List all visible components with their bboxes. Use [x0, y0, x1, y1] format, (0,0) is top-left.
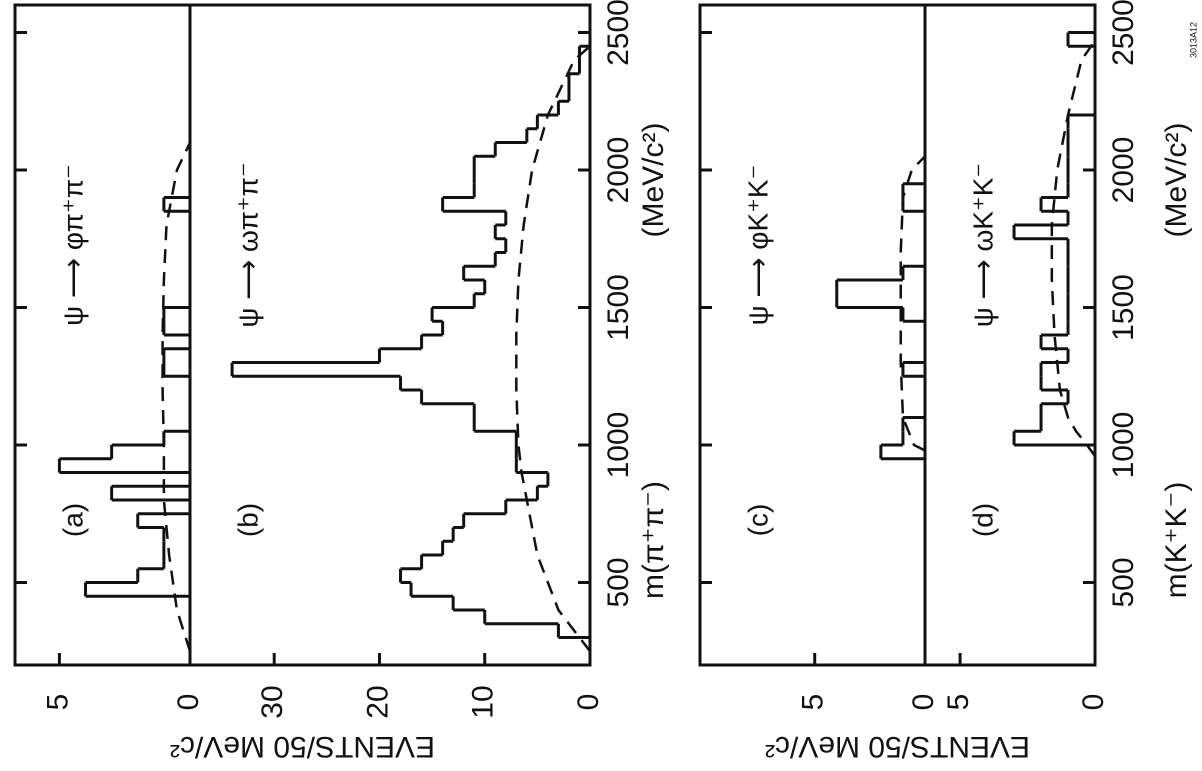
x-axis-unit: (MeV/c²) — [637, 123, 670, 238]
y-tick-label: 5 — [942, 694, 975, 711]
y-tick-label: 0 — [1077, 694, 1110, 711]
x-tick-label: 1500 — [602, 274, 635, 341]
panel-title: ψ ⟶ ωK⁺K⁻ — [967, 163, 998, 327]
x-tick-label: 2000 — [602, 137, 635, 204]
figure-code: 3013A12 — [1188, 22, 1198, 58]
x-tick-label: 2500 — [1107, 0, 1140, 66]
phase-space-curve — [899, 155, 926, 452]
y-tick-label: 5 — [797, 694, 830, 711]
x-tick-label: 2500 — [602, 0, 635, 66]
panel-title: ψ ⟶ φπ⁺π⁻ — [57, 164, 88, 326]
y-tick-label: 10 — [467, 685, 500, 718]
y-tick-label: 5 — [41, 694, 74, 711]
x-tick-label: 1000 — [1107, 412, 1140, 479]
y-tick-label: 0 — [172, 694, 205, 711]
y-tick-label: 0 — [572, 694, 605, 711]
panel-label: (b) — [232, 503, 263, 537]
x-axis-label: m(K⁺K⁻) — [1160, 482, 1193, 599]
panel-label: (a) — [57, 503, 88, 537]
y-tick-label: 30 — [256, 685, 289, 718]
phase-space-curve — [1050, 40, 1097, 457]
x-tick-label: 2000 — [1107, 137, 1140, 204]
panel-title: ψ ⟶ φK⁺K⁻ — [742, 165, 773, 326]
y-tick-label: 20 — [361, 685, 394, 718]
phase-space-curve — [515, 45, 591, 653]
panel-title: ψ ⟶ ωπ⁺π⁻ — [232, 162, 263, 327]
x-axis-label: m(π⁺π⁻) — [637, 481, 670, 599]
x-tick-label: 1500 — [1107, 274, 1140, 341]
y-tick-label: 0 — [907, 694, 940, 711]
panel-label: (d) — [967, 503, 998, 537]
frame — [13, 3, 592, 667]
x-axis-unit: (MeV/c²) — [1160, 123, 1193, 238]
x-tick-label: 500 — [602, 557, 635, 607]
panel-label: (c) — [742, 504, 773, 537]
frame — [698, 3, 1097, 667]
y-axis-label: EVENTS/50 MeV/c² — [765, 730, 1030, 763]
y-axis-label: EVENTS/50 MeV/c² — [170, 730, 435, 763]
x-tick-label: 1000 — [602, 412, 635, 479]
x-tick-label: 500 — [1107, 557, 1140, 607]
phase-space-curve — [161, 141, 192, 652]
